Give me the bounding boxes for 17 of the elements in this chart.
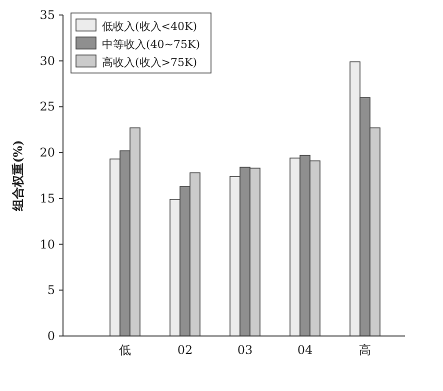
y-tick-label: 25 — [40, 100, 55, 114]
legend-label: 高收入(收入>75K) — [102, 56, 198, 69]
legend-label: 低收入(收入<40K) — [102, 20, 198, 33]
y-axis-title: 组合权重(%) — [11, 140, 25, 212]
x-tick-label: 低 — [119, 343, 131, 357]
y-tick-label: 0 — [47, 329, 55, 343]
y-tick-label: 35 — [40, 8, 55, 22]
x-tick-label: 03 — [237, 343, 253, 357]
x-tick-label: 04 — [297, 343, 313, 357]
y-tick-label: 5 — [47, 283, 55, 298]
x-tick-label: 高 — [359, 343, 371, 357]
y-tick-label: 15 — [40, 191, 55, 206]
y-tick-label: 10 — [40, 237, 55, 252]
x-tick-label: 02 — [177, 343, 193, 357]
legend-label: 中等收入(40~75K) — [102, 38, 200, 51]
y-tick-label: 30 — [40, 54, 55, 68]
y-tick-label: 20 — [40, 146, 55, 160]
